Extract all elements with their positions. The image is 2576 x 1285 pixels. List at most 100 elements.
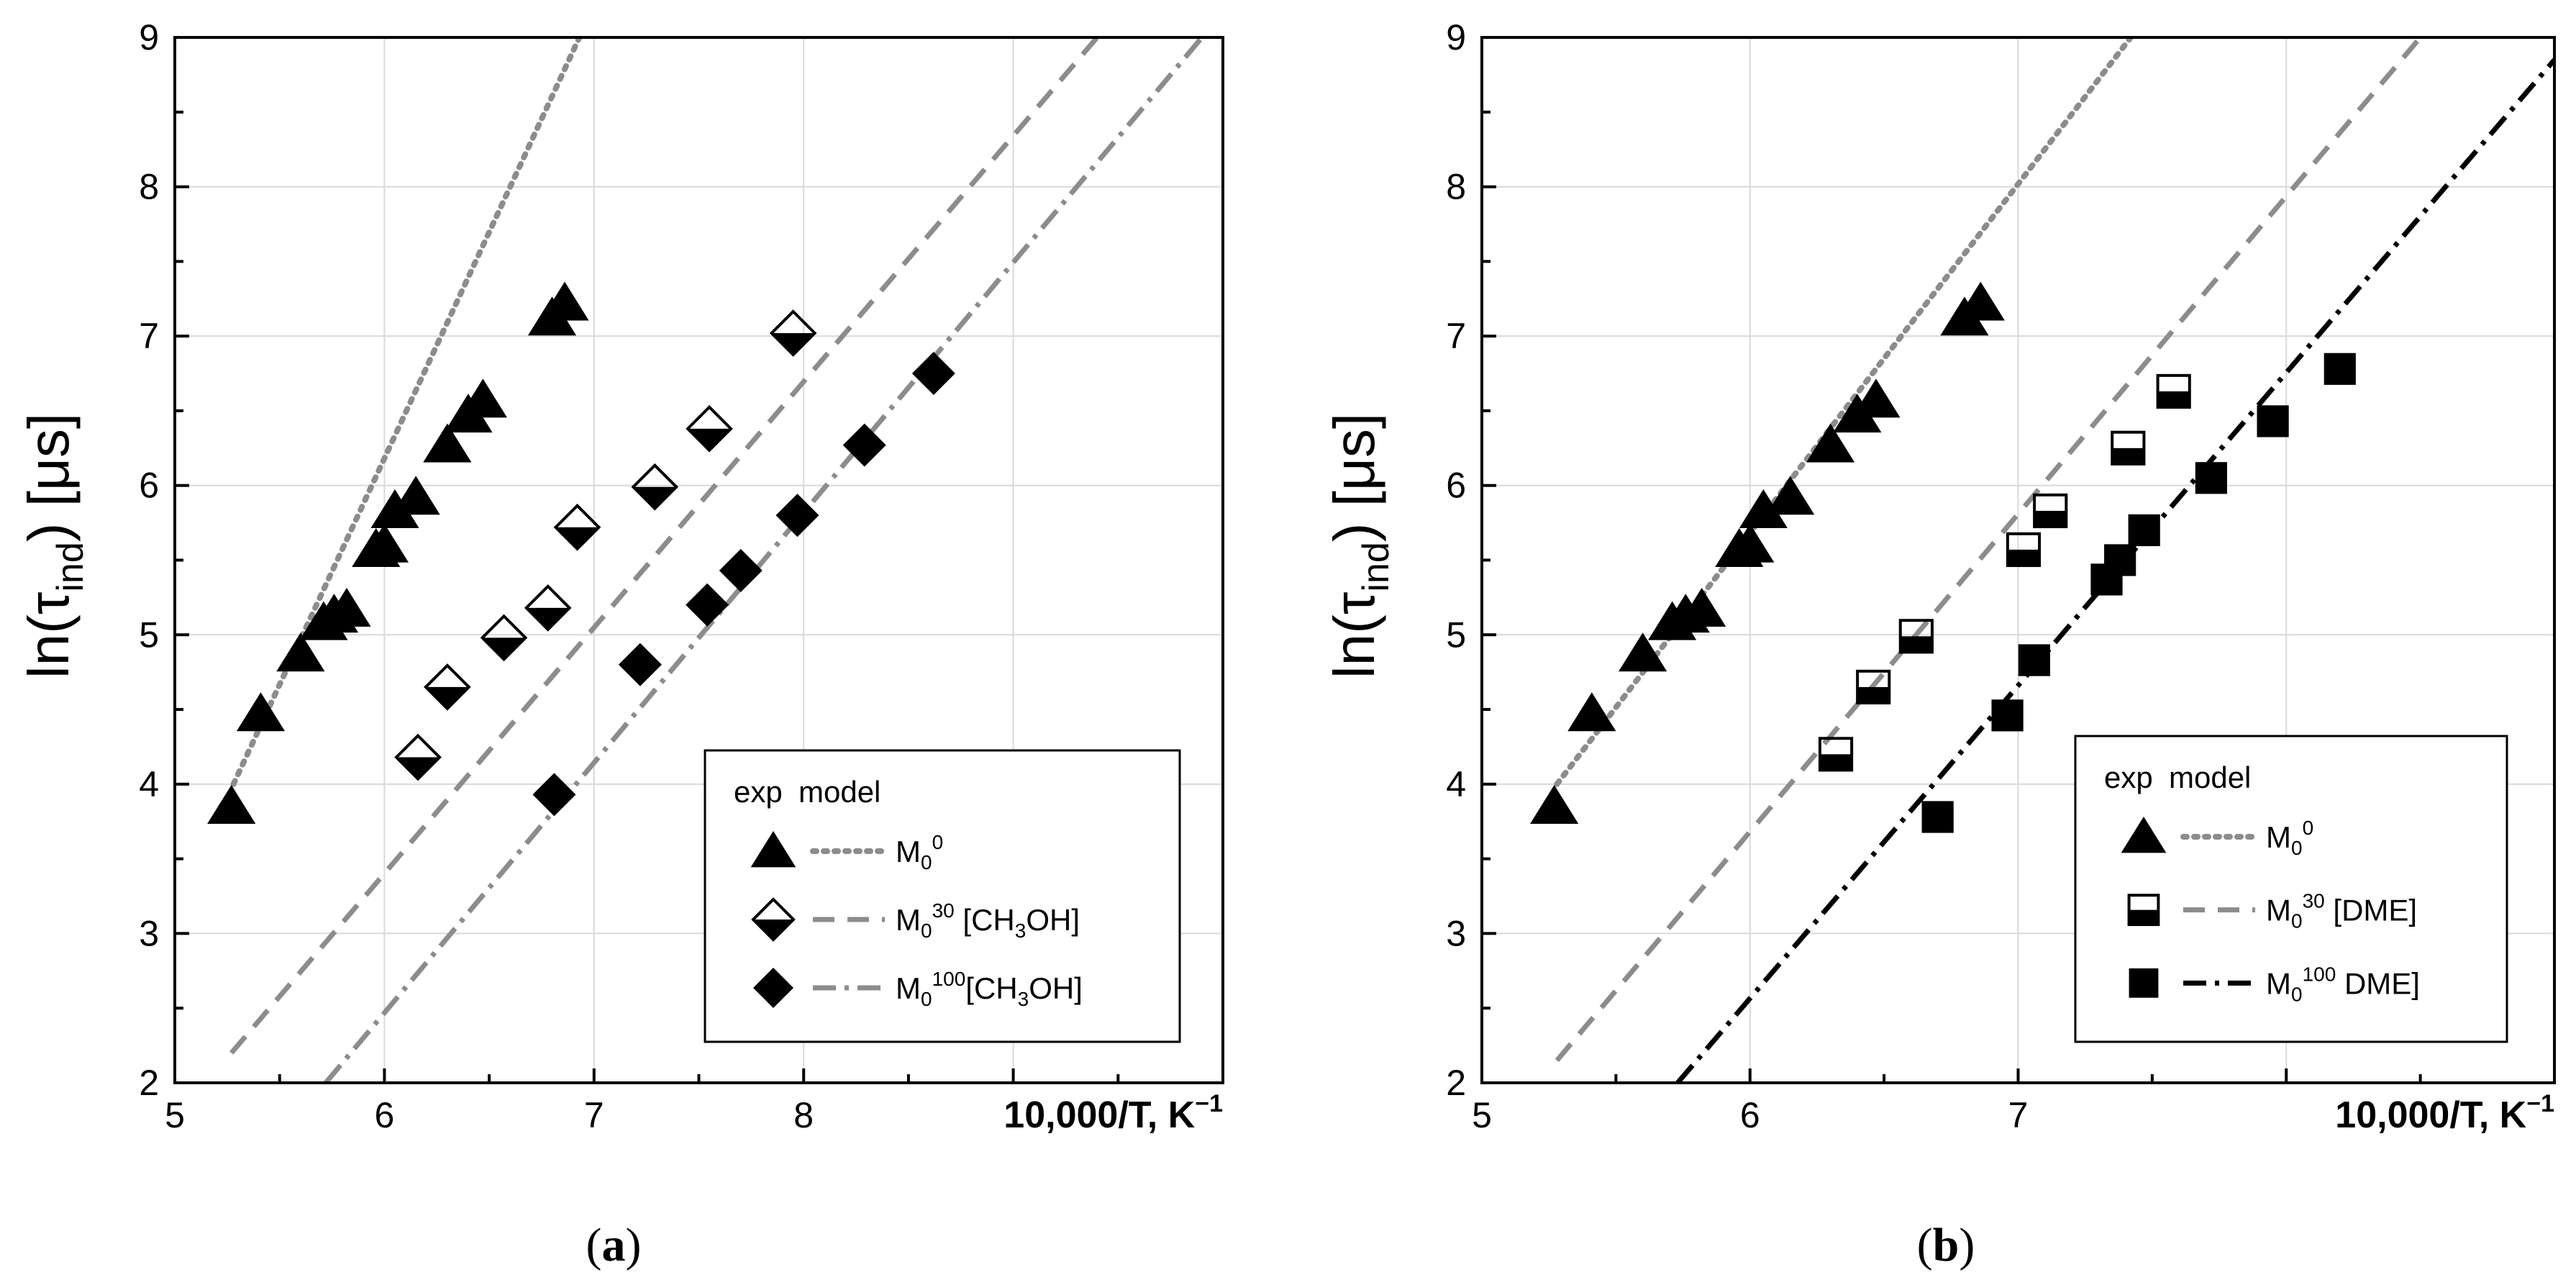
data-point-triangle [1726, 523, 1775, 563]
y-tick-label: 2 [139, 1063, 159, 1103]
data-point-square [2018, 644, 2050, 676]
y-axis-label-sub: ind [1355, 542, 1397, 591]
y-axis-label: ln(τind) [μs] [1322, 413, 1397, 678]
data-point-square [2324, 353, 2356, 385]
legend-label-base: M [2266, 894, 2291, 927]
legend-marker [753, 968, 793, 1008]
marker-outline [1898, 619, 1934, 654]
legend-label: M00 [2266, 817, 2313, 859]
y-tick-label: 4 [139, 764, 159, 804]
data-point-half-square [2156, 373, 2191, 409]
legend-header-exp: exp [734, 775, 783, 809]
series-diamond [532, 352, 955, 817]
data-point-half-diamond [524, 584, 572, 632]
data-point-triangle [1739, 489, 1788, 529]
legend-label-sub: 0 [921, 988, 932, 1010]
marker-outline [1856, 669, 1891, 705]
y-tick-label: 9 [1446, 17, 1466, 58]
data-point-diamond [532, 773, 576, 817]
legend-label-sub: 0 [921, 851, 932, 873]
series-half-diamond [394, 309, 817, 781]
marker-outline [423, 663, 471, 711]
x-axis-label-main: 10,000/T, K [1003, 1094, 1195, 1136]
data-point-square [2128, 514, 2160, 547]
marker-lower-half [526, 607, 570, 630]
data-point-triangle [276, 632, 325, 672]
panel-b: 5 6 7 2 3 4 5 6 7 8 9 10,000/T, K−1 ln(τind) [μs] exp… [1322, 17, 2556, 1271]
data-point-half-diamond [480, 614, 528, 662]
y-tick-label: 8 [139, 167, 159, 207]
legend-label-base: M [2266, 966, 2291, 1000]
x-tick-label: 8 [793, 1095, 814, 1135]
legend-header-exp: exp [2104, 760, 2153, 794]
legend-label-sub: 0 [2291, 983, 2303, 1005]
data-point-half-diamond [769, 309, 817, 357]
panel-caption: (b) [1917, 1219, 1975, 1271]
y-tick-label: 8 [1446, 167, 1466, 207]
legend-label-sub: 0 [2291, 837, 2303, 859]
model-line-dotted [230, 37, 583, 787]
series-triangle [1530, 281, 2005, 824]
ticks [1480, 36, 2556, 1084]
legend-label-base: M [896, 835, 921, 868]
data-point-half-square [2006, 532, 2042, 568]
legend-label-base: M [2266, 820, 2291, 854]
marker-outline [2033, 493, 2068, 529]
caption-paren: ( [1917, 1219, 1933, 1271]
caption-letter: b [1933, 1219, 1960, 1271]
data-point-diamond [775, 494, 819, 537]
legend-label-sup: 100 [932, 968, 966, 990]
marker-outline [394, 733, 442, 781]
marker-lower-half [1819, 754, 1852, 771]
legend-header-model: model [2169, 760, 2251, 794]
y-tick-label: 6 [139, 466, 159, 506]
marker-outline [1818, 737, 1854, 772]
data-point-triangle [1678, 587, 1726, 627]
model-line-dashed [229, 37, 1099, 1055]
y-tick-label: 9 [139, 17, 159, 58]
data-point-triangle [370, 489, 419, 529]
data-point-triangle [322, 587, 371, 627]
panel-a: 5 6 7 8 2 3 4 5 6 7 8 9 10,000/T, K−1 ln(τind) [μs] ex… [17, 17, 1224, 1271]
x-axis-label: 10,000/T, K−1 [1003, 1090, 1223, 1136]
panel-caption: (a) [586, 1219, 642, 1271]
data-point-diamond [842, 423, 886, 467]
legend-label-sup: 100 [2303, 963, 2336, 985]
data-point-square [2195, 462, 2227, 494]
legend-header-model: model [798, 775, 880, 809]
x-tick-label: 7 [2008, 1095, 2029, 1135]
marker-outline [2111, 430, 2146, 466]
marker-lower-half [1857, 686, 1890, 704]
data-point-half-diamond [631, 463, 679, 511]
ticks [173, 36, 1224, 1084]
legend-label-base: M [896, 903, 921, 937]
marker-lower-half [633, 486, 677, 509]
legend-label-tail: [DME] [2325, 894, 2417, 927]
legend-label-sub: 0 [921, 920, 932, 942]
y-tick-label: 4 [1446, 764, 1466, 804]
y-tick-label: 6 [1446, 466, 1466, 506]
marker-outline [524, 584, 572, 632]
legend-label-tail-sub: 3 [1015, 920, 1027, 942]
marker-lower-half [555, 527, 599, 549]
data-point-square [1921, 801, 1954, 833]
caption-letter: a [602, 1219, 626, 1271]
marker-lower-half [2112, 448, 2144, 464]
data-point-triangle [207, 784, 256, 824]
legend-label-tail-sub: 3 [1018, 988, 1029, 1010]
legend-label: M0100 DME] [2266, 963, 2420, 1005]
x-axis-label-sup: −1 [2526, 1090, 2554, 1117]
data-point-triangle [1806, 423, 1855, 463]
x-axis-label-main: 10,000/T, K [2335, 1094, 2526, 1136]
marker-lower-half [482, 637, 526, 660]
marker-lower-half [688, 428, 732, 450]
marker-outline [686, 405, 733, 453]
legend-label-sub: 0 [2291, 910, 2303, 932]
legend-label-sup: 0 [932, 831, 944, 853]
legend-marker [2127, 894, 2160, 927]
caption-paren: ) [626, 1219, 642, 1271]
series-triangle [207, 281, 589, 824]
data-point-half-square [1856, 669, 1891, 705]
